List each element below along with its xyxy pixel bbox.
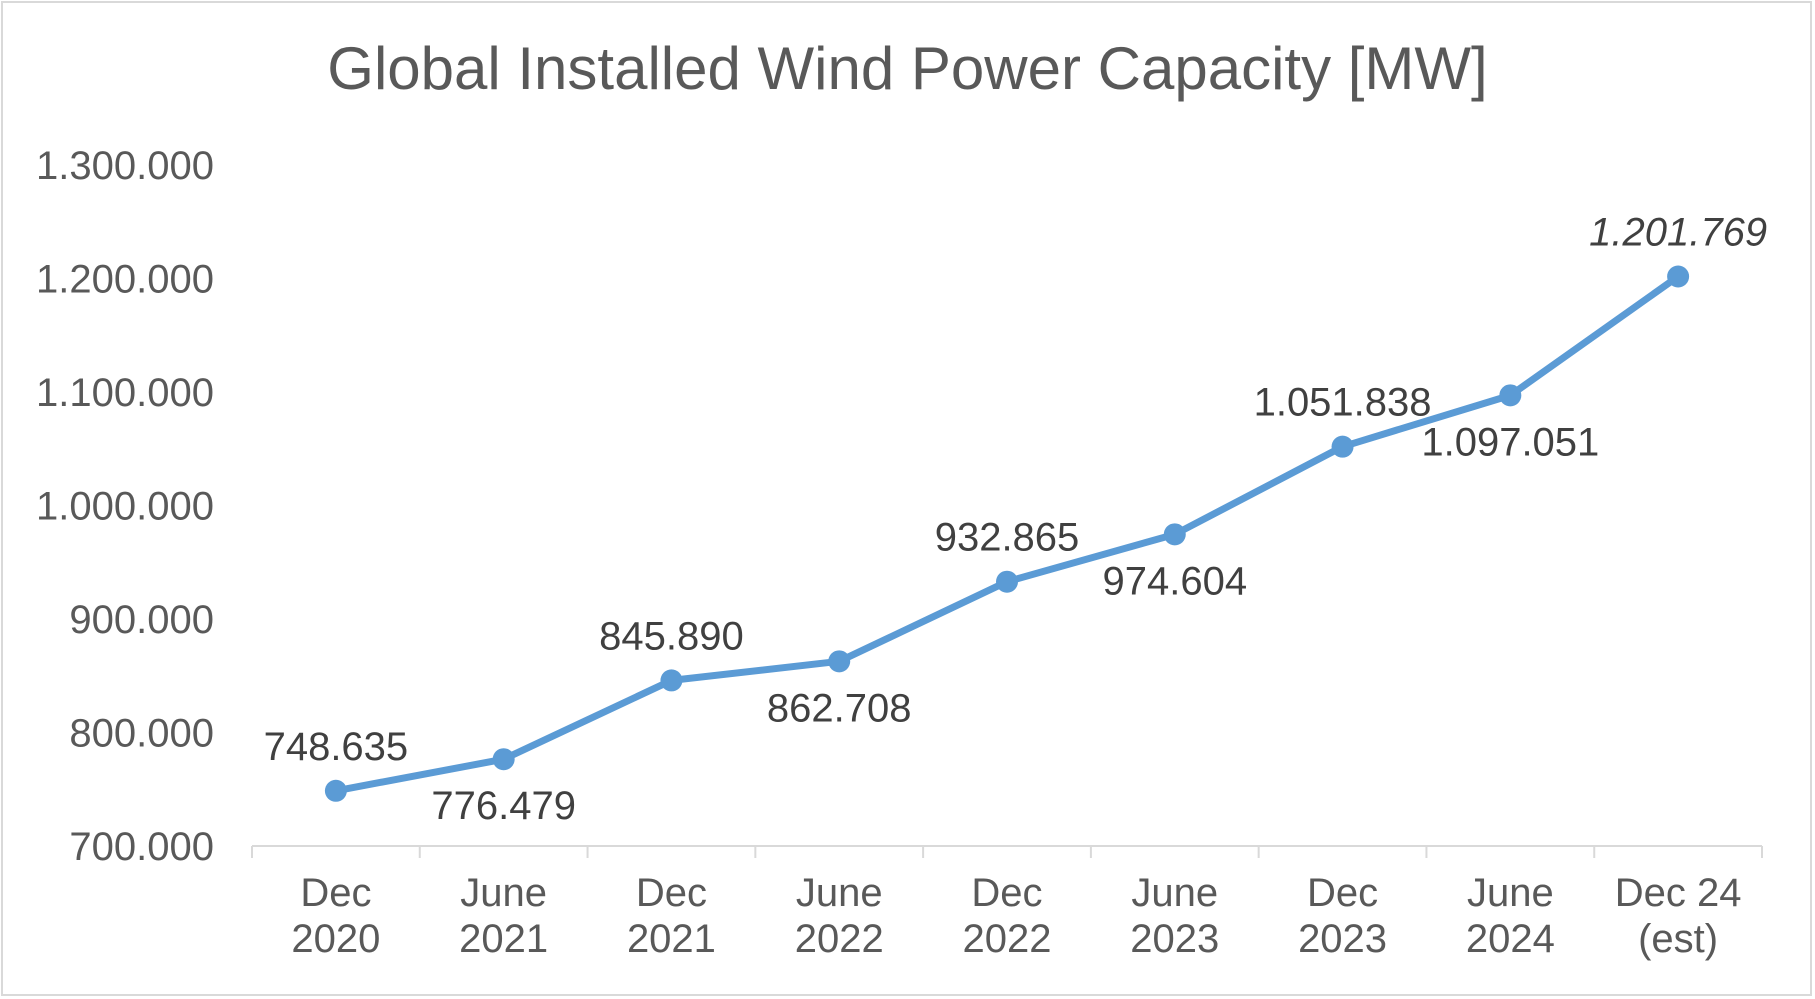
data-label: 845.890 <box>599 614 744 658</box>
y-tick-label: 700.000 <box>69 825 214 869</box>
data-point <box>660 669 683 692</box>
x-tick-label: June 2022 <box>795 871 884 961</box>
y-tick-label: 800.000 <box>69 712 214 756</box>
y-tick-label: 900.000 <box>69 598 214 642</box>
data-point <box>324 779 347 802</box>
chart-title: Global Installed Wind Power Capacity [MW… <box>327 35 1488 102</box>
x-tick-label: June 2021 <box>459 871 548 961</box>
y-tick-label: 1.300.000 <box>36 144 214 188</box>
data-point <box>996 570 1018 593</box>
data-point <box>1163 523 1186 546</box>
y-tick-label: 1.100.000 <box>36 371 214 415</box>
data-point <box>1331 435 1354 458</box>
data-label: 1.097.051 <box>1421 420 1599 464</box>
x-tick-label: June 2024 <box>1466 871 1555 961</box>
x-tick-label: Dec 2023 <box>1298 871 1387 961</box>
x-tick-label: Dec 24 (est) <box>1615 871 1742 961</box>
x-tick-label: Dec 2021 <box>627 871 716 961</box>
y-tick-label: 1.000.000 <box>36 485 214 529</box>
data-label: 862.708 <box>767 686 912 730</box>
x-tick-label: June 2023 <box>1130 871 1219 961</box>
data-point <box>828 650 851 673</box>
data-point <box>1667 265 1690 288</box>
x-tick-label: Dec 2022 <box>963 871 1052 961</box>
data-label: 1.051.838 <box>1254 381 1432 425</box>
data-label: 932.865 <box>935 516 1080 560</box>
data-point <box>492 748 515 771</box>
data-label: 974.604 <box>1102 559 1247 603</box>
data-label: 748.635 <box>264 725 409 769</box>
data-point <box>1499 384 1522 407</box>
data-label: 1.201.769 <box>1589 210 1767 254</box>
data-label: 776.479 <box>431 784 576 828</box>
x-tick-label: Dec 2020 <box>291 871 380 961</box>
y-tick-label: 1.200.000 <box>36 258 214 302</box>
